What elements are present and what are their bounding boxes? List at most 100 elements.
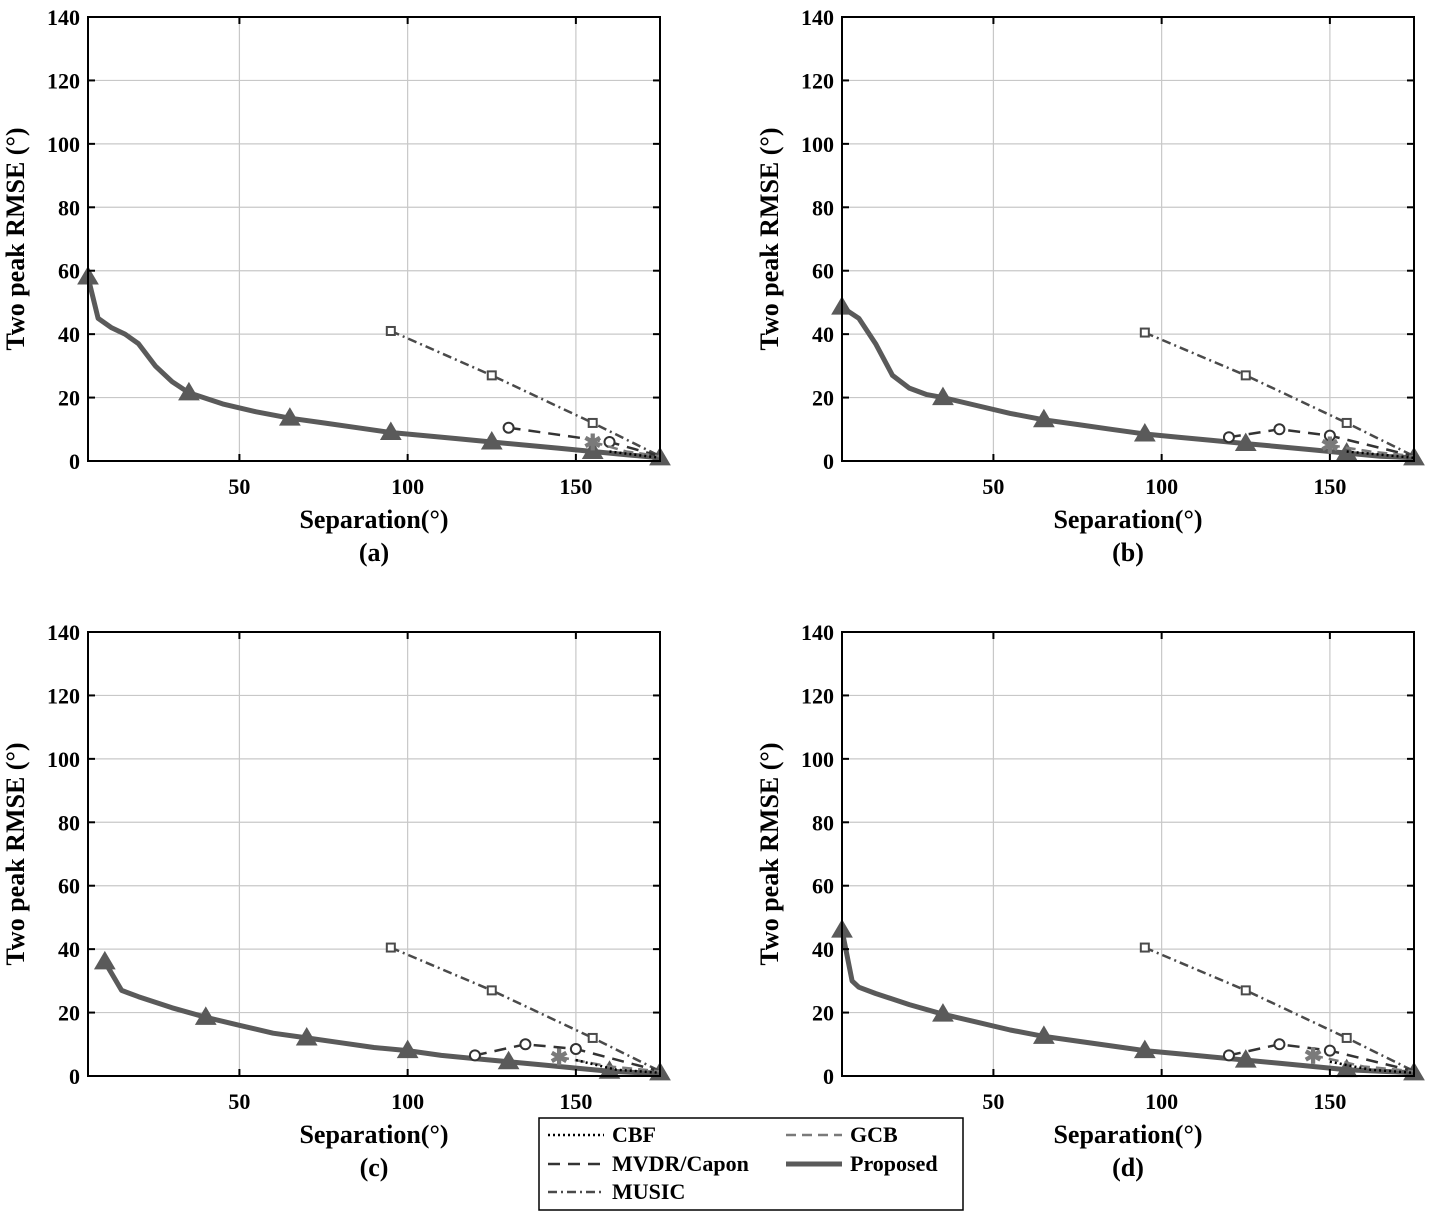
y-tick-label: 140 bbox=[801, 620, 834, 645]
mvdr-circle-marker bbox=[468, 1049, 481, 1062]
series-line-cbf bbox=[1329, 1060, 1415, 1075]
series-line-mvdrcapon bbox=[1228, 1043, 1415, 1073]
music-square-marker bbox=[1240, 985, 1251, 996]
y-tick-label: 40 bbox=[812, 322, 834, 347]
proposed-triangle-marker bbox=[396, 1039, 419, 1059]
music-square-marker bbox=[1139, 942, 1150, 953]
music-square-marker bbox=[486, 370, 497, 381]
panel-caption: (b) bbox=[1112, 538, 1144, 567]
mvdr-circle-marker bbox=[569, 1043, 582, 1056]
x-tick-label: 50 bbox=[228, 1089, 250, 1114]
series-line-music bbox=[390, 329, 661, 458]
y-tick-label: 100 bbox=[47, 747, 80, 772]
y-tick-label: 0 bbox=[69, 449, 80, 474]
x-tick-label: 100 bbox=[1145, 474, 1178, 499]
axes-box bbox=[841, 16, 1415, 462]
y-tick-label: 80 bbox=[812, 810, 834, 835]
chart-panel-a: ✱ 50 100 150 0 20 40 60 80 100 120 140 Separation(°)… bbox=[1, 5, 671, 567]
axes-box bbox=[841, 631, 1415, 1077]
x-tick-label: 50 bbox=[982, 1089, 1004, 1114]
music-square-marker bbox=[385, 325, 396, 336]
series-line-proposed bbox=[102, 960, 660, 1076]
series-line-cbf bbox=[609, 450, 661, 460]
series-line-gcb bbox=[592, 440, 661, 458]
gcb-star-marker: ✱ bbox=[1321, 433, 1339, 458]
y-tick-label: 0 bbox=[69, 1064, 80, 1089]
legend: CBF GCB MVDR/Capon Proposed MUSIC bbox=[538, 1117, 964, 1211]
x-tick-label: 100 bbox=[1145, 1089, 1178, 1114]
y-tick-label: 120 bbox=[47, 68, 80, 93]
y-tick-label: 20 bbox=[812, 386, 834, 411]
music-square-marker bbox=[1240, 370, 1251, 381]
y-tick-label: 60 bbox=[58, 259, 80, 284]
gcb-star-marker: ✱ bbox=[550, 1045, 568, 1070]
y-tick-label: 20 bbox=[58, 386, 80, 411]
y-tick-label: 100 bbox=[801, 132, 834, 157]
x-axis-label: Separation(°) bbox=[1053, 505, 1202, 534]
y-tick-label: 40 bbox=[58, 322, 80, 347]
y-tick-label: 100 bbox=[47, 132, 80, 157]
proposed-triangle-marker bbox=[178, 381, 200, 401]
x-tick-label: 150 bbox=[559, 1089, 592, 1114]
series-line-music bbox=[390, 946, 661, 1073]
music-square-marker bbox=[1341, 1032, 1352, 1043]
y-tick-label: 140 bbox=[801, 5, 834, 30]
proposed-triangle-marker bbox=[295, 1026, 318, 1046]
music-square-marker bbox=[1341, 417, 1352, 428]
series-line-mvdrcapon bbox=[474, 1043, 661, 1073]
music-square-marker bbox=[385, 942, 396, 953]
x-tick-label: 50 bbox=[228, 474, 250, 499]
y-tick-label: 80 bbox=[58, 195, 80, 220]
y-axis-label: Two peak RMSE (°) bbox=[755, 743, 784, 966]
proposed-triangle-marker bbox=[1033, 1025, 1055, 1044]
gcb-star-marker: ✱ bbox=[583, 430, 601, 455]
series-line-music bbox=[1144, 946, 1415, 1073]
y-axis-label: Two peak RMSE (°) bbox=[1, 128, 30, 351]
y-tick-label: 120 bbox=[47, 683, 80, 708]
mvdr-circle-marker bbox=[519, 1038, 532, 1051]
music-square-marker bbox=[1139, 327, 1150, 338]
proposed-triangle-marker bbox=[379, 421, 402, 440]
chart-panel-b: ✱ 50 100 150 0 20 40 60 80 100 120 140 Separation(°)… bbox=[755, 5, 1425, 567]
proposed-triangle-marker bbox=[598, 1060, 621, 1079]
panel-caption: (c) bbox=[360, 1153, 389, 1182]
proposed-triangle-marker bbox=[1033, 408, 1055, 428]
proposed-triangle-marker bbox=[93, 950, 116, 970]
x-axis-label: Separation(°) bbox=[1053, 1120, 1202, 1149]
music-square-marker bbox=[486, 985, 497, 996]
y-tick-label: 60 bbox=[812, 259, 834, 284]
legend-label: MVDR/Capon bbox=[612, 1151, 749, 1176]
series-line-proposed bbox=[839, 929, 1415, 1076]
x-tick-label: 150 bbox=[1313, 1089, 1346, 1114]
series-line-music bbox=[1144, 331, 1415, 458]
x-tick-label: 150 bbox=[559, 474, 592, 499]
proposed-triangle-marker bbox=[497, 1050, 520, 1070]
y-tick-label: 20 bbox=[58, 1001, 80, 1026]
proposed-triangle-marker bbox=[480, 430, 503, 450]
legend-box bbox=[538, 1117, 964, 1211]
y-tick-label: 80 bbox=[58, 810, 80, 835]
x-tick-label: 150 bbox=[1313, 474, 1346, 499]
series-line-gcb bbox=[1312, 1054, 1415, 1073]
x-tick-label: 50 bbox=[982, 474, 1004, 499]
chart-panel-d: ✱ 50 100 150 0 20 40 60 80 100 120 140 Separation(°)… bbox=[755, 620, 1425, 1182]
y-tick-label: 140 bbox=[47, 5, 80, 30]
series-line-proposed bbox=[85, 276, 661, 461]
proposed-triangle-marker bbox=[279, 407, 301, 426]
panel-caption: (a) bbox=[359, 538, 389, 567]
proposed-triangle-marker bbox=[581, 440, 604, 459]
axes-box bbox=[87, 16, 661, 462]
mvdr-circle-marker bbox=[1273, 1038, 1286, 1051]
series-line-proposed bbox=[840, 305, 1415, 461]
gcb-star-marker: ✱ bbox=[1304, 1043, 1322, 1068]
y-tick-label: 60 bbox=[812, 874, 834, 899]
mvdr-circle-marker bbox=[1222, 431, 1235, 444]
y-tick-label: 0 bbox=[823, 1064, 834, 1089]
series-line-cbf bbox=[1346, 450, 1415, 460]
x-axis-label: Separation(°) bbox=[299, 1120, 448, 1149]
legend-label: GCB bbox=[850, 1122, 898, 1147]
y-tick-label: 120 bbox=[801, 683, 834, 708]
proposed-triangle-marker bbox=[932, 1003, 954, 1022]
mvdr-circle-marker bbox=[1222, 1049, 1235, 1062]
